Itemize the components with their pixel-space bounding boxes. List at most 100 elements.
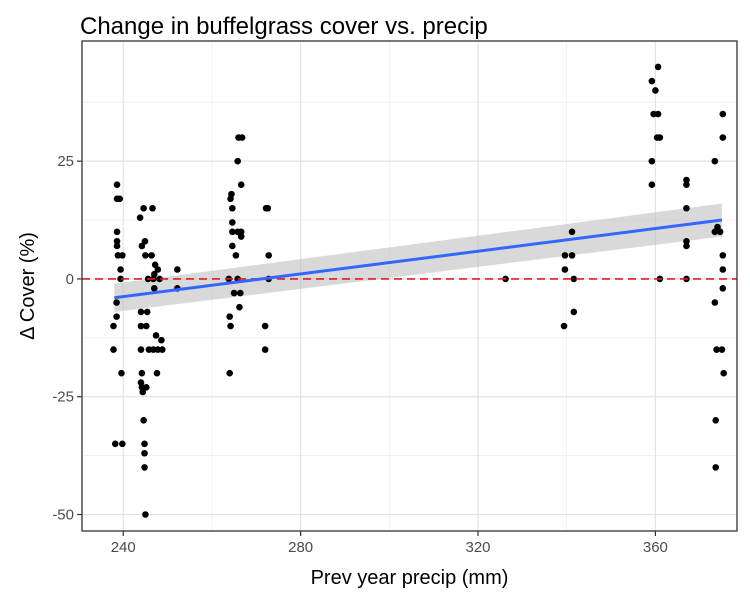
- data-point: [234, 157, 241, 165]
- data-point: [711, 299, 719, 306]
- data-point: [153, 369, 161, 377]
- y-axis-title: Δ Cover (%): [17, 232, 39, 340]
- data-point: [561, 252, 569, 259]
- data-point: [648, 157, 656, 165]
- data-point: [141, 237, 149, 245]
- data-point: [229, 228, 236, 236]
- data-point: [140, 204, 147, 212]
- data-point: [143, 322, 150, 330]
- data-point: [116, 195, 123, 203]
- data-point: [648, 181, 656, 189]
- data-point: [229, 219, 236, 226]
- plot-border: [81, 40, 738, 532]
- data-point: [227, 322, 234, 330]
- data-point: [142, 511, 149, 518]
- data-point: [174, 266, 181, 273]
- data-point: [719, 266, 727, 273]
- data-point: [711, 157, 719, 165]
- y-tick-label: 25: [57, 153, 74, 170]
- data-point: [712, 416, 720, 424]
- data-point: [150, 270, 158, 278]
- data-point: [570, 275, 578, 283]
- data-point: [652, 87, 659, 94]
- data-point: [154, 266, 162, 273]
- data-point: [228, 190, 235, 198]
- data-point: [136, 214, 144, 221]
- data-point: [141, 449, 148, 457]
- data-point: [156, 275, 163, 283]
- data-point: [140, 416, 147, 424]
- data-point: [110, 322, 117, 330]
- data-point: [719, 110, 727, 118]
- data-point: [226, 369, 233, 377]
- data-point: [683, 237, 690, 245]
- data-point: [265, 252, 272, 259]
- chart-title: Change in buffelgrass cover vs. precip: [80, 13, 488, 40]
- data-point: [152, 332, 160, 339]
- x-tick-label: 240: [111, 539, 136, 556]
- data-point: [143, 308, 151, 316]
- data-point: [149, 204, 156, 212]
- data-point: [261, 346, 269, 353]
- data-point: [683, 176, 690, 184]
- data-point: [113, 237, 121, 245]
- data-point: [137, 308, 145, 316]
- data-point: [683, 204, 690, 212]
- data-point: [232, 252, 240, 259]
- data-point: [713, 346, 720, 353]
- axes: 240 280 320 360 -50 -25 0 25: [52, 153, 668, 556]
- data-point: [712, 464, 720, 471]
- data-point: [141, 440, 148, 448]
- data-point: [119, 252, 126, 259]
- data-point: [110, 346, 117, 353]
- data-point: [720, 369, 727, 377]
- y-tick-label: -25: [52, 389, 74, 406]
- data-point: [158, 336, 165, 344]
- data-point: [113, 242, 121, 250]
- data-point: [117, 266, 124, 273]
- data-point: [229, 242, 236, 250]
- data-point: [113, 181, 121, 189]
- data-point: [113, 228, 121, 236]
- data-point: [113, 299, 120, 306]
- data-point: [716, 228, 724, 236]
- data-point: [719, 285, 727, 292]
- data-point: [718, 346, 726, 353]
- plot-marks: [82, 63, 737, 518]
- data-point: [560, 322, 568, 330]
- data-point: [148, 252, 155, 259]
- data-point: [683, 181, 690, 189]
- data-point: [719, 134, 727, 141]
- data-point: [237, 289, 244, 297]
- data-point: [158, 346, 166, 353]
- data-point: [138, 369, 146, 377]
- data-point: [226, 313, 233, 320]
- x-tick-label: 320: [465, 539, 490, 556]
- data-point: [654, 110, 662, 118]
- data-point: [237, 181, 245, 189]
- x-axis-title: Prev year precip (mm): [311, 567, 509, 589]
- data-point: [117, 275, 124, 283]
- data-point: [683, 242, 690, 250]
- regression-line: [114, 218, 723, 300]
- data-point: [236, 303, 243, 311]
- data-point: [229, 204, 236, 212]
- x-tick-label: 280: [288, 539, 313, 556]
- data-point: [137, 346, 145, 353]
- data-point: [264, 204, 272, 212]
- data-point: [719, 252, 727, 259]
- data-point: [118, 369, 125, 377]
- y-tick-label: 0: [66, 271, 74, 288]
- data-point: [237, 228, 245, 236]
- data-point: [568, 252, 576, 259]
- data-point: [568, 228, 576, 236]
- data-point: [138, 242, 146, 250]
- data-point: [137, 322, 145, 330]
- x-tick-label: 360: [643, 539, 668, 556]
- data-point: [150, 285, 158, 292]
- data-point: [141, 464, 148, 471]
- data-point: [238, 134, 246, 141]
- data-point: [654, 63, 662, 71]
- data-point: [111, 440, 119, 448]
